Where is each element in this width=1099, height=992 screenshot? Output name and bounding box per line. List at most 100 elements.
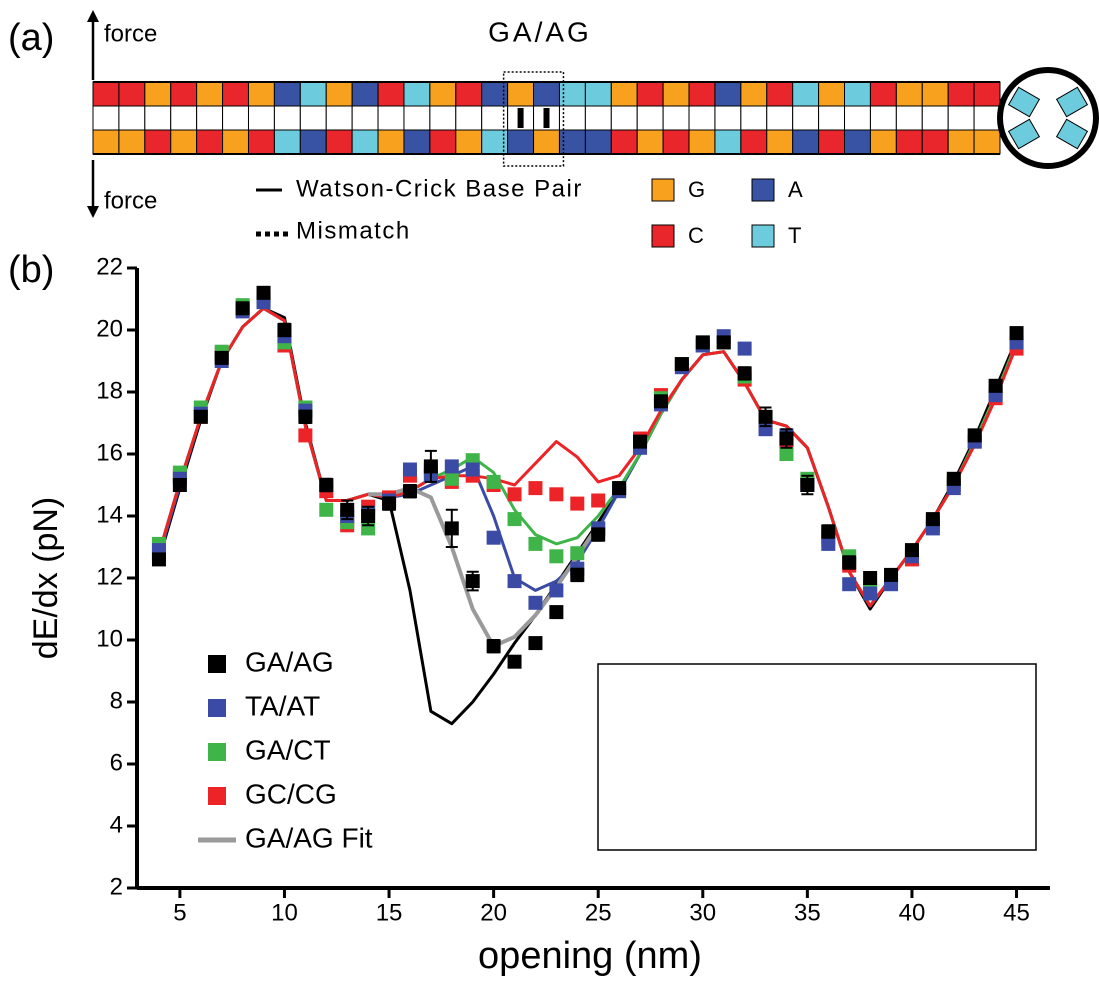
pair — [636, 105, 664, 131]
pair — [170, 105, 198, 131]
series-line — [368, 486, 600, 649]
base — [636, 129, 664, 155]
marker — [570, 496, 585, 511]
pair — [921, 105, 949, 131]
pair — [818, 105, 846, 131]
base — [455, 129, 483, 155]
marker — [570, 546, 585, 561]
marker — [800, 478, 815, 492]
force-label: force — [104, 20, 157, 47]
marker — [695, 335, 710, 350]
base — [507, 129, 535, 155]
force-arrow — [87, 10, 99, 218]
base — [584, 81, 612, 107]
base-label: C — [688, 223, 704, 248]
pair — [792, 105, 820, 131]
base — [247, 81, 275, 107]
hairpin-base — [1055, 118, 1089, 150]
marker — [884, 567, 899, 582]
base — [170, 129, 198, 155]
base — [818, 81, 846, 107]
hairpin — [997, 67, 1099, 169]
pair — [351, 105, 379, 131]
marker — [737, 366, 752, 381]
pair — [118, 105, 146, 131]
x-tick-label: 45 — [1003, 899, 1030, 926]
base — [947, 81, 975, 107]
legend-label: GA/AG — [245, 646, 334, 677]
legend-marker — [208, 787, 226, 805]
legend-label: GC/CG — [245, 778, 337, 809]
marker — [402, 484, 417, 499]
marker — [591, 527, 606, 542]
pair — [662, 105, 690, 131]
marker — [444, 471, 459, 486]
x-tick-label: 20 — [480, 899, 507, 926]
y-tick-label: 4 — [110, 811, 123, 838]
pair — [947, 105, 975, 131]
base-legend: G A C T — [651, 177, 803, 248]
base — [222, 81, 249, 107]
legend-marker — [208, 699, 226, 717]
pair — [377, 105, 405, 131]
diagram-title: GA/AG — [488, 16, 592, 47]
marker — [465, 574, 480, 589]
base — [325, 81, 353, 107]
inset-box — [597, 663, 1037, 851]
marker — [988, 378, 1003, 393]
pair — [92, 105, 120, 131]
legend-label: Watson-Crick Base Pair — [296, 175, 583, 202]
pair — [844, 105, 871, 131]
base — [273, 81, 301, 107]
y-tick-label: 2 — [110, 873, 123, 900]
base — [144, 81, 172, 107]
series-line — [157, 306, 1018, 608]
base — [869, 81, 897, 107]
hairpin-base — [1007, 118, 1041, 150]
y-tick-label: 16 — [96, 439, 123, 466]
pair — [403, 105, 431, 131]
marker — [340, 502, 355, 517]
pair — [688, 105, 716, 131]
mismatch-box — [502, 71, 565, 167]
base — [403, 129, 431, 155]
panel-label: (a) — [8, 17, 54, 59]
marker — [402, 462, 417, 477]
base — [118, 129, 146, 155]
base — [273, 129, 301, 155]
base — [740, 81, 768, 107]
legend-marker — [208, 655, 226, 673]
pair — [895, 105, 923, 131]
pair — [196, 105, 224, 131]
base — [170, 81, 198, 107]
marker — [172, 478, 187, 492]
marker — [486, 474, 501, 489]
base — [844, 129, 871, 155]
pair — [299, 105, 327, 131]
marker — [821, 524, 836, 539]
x-axis-title: opening (nm) — [478, 935, 702, 977]
legend-label: GA/AG Fit — [245, 822, 373, 853]
base — [636, 81, 664, 107]
marker — [549, 605, 564, 620]
pair — [714, 105, 742, 131]
pair — [144, 105, 172, 131]
base — [584, 129, 612, 155]
panel-label: (b) — [8, 249, 54, 291]
marker — [444, 521, 459, 536]
x-tick-label: 25 — [585, 899, 612, 926]
marker — [486, 530, 501, 545]
pair — [584, 105, 612, 131]
marker — [549, 583, 564, 598]
base — [299, 129, 327, 155]
base-swatch — [751, 224, 775, 248]
hairpin-base — [1007, 86, 1041, 118]
pair — [429, 105, 457, 131]
marker — [821, 536, 836, 551]
base — [351, 129, 379, 155]
legend-label: Mismatch — [296, 217, 411, 244]
base — [610, 81, 638, 107]
base — [869, 129, 897, 155]
legend-marker — [208, 743, 226, 761]
